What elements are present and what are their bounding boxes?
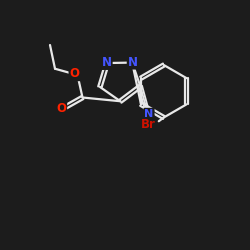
Text: N: N [102,56,112,69]
Text: O: O [56,102,66,115]
Text: N: N [144,109,154,119]
Text: O: O [70,67,80,80]
Text: N: N [128,56,138,68]
Text: Br: Br [141,118,156,132]
